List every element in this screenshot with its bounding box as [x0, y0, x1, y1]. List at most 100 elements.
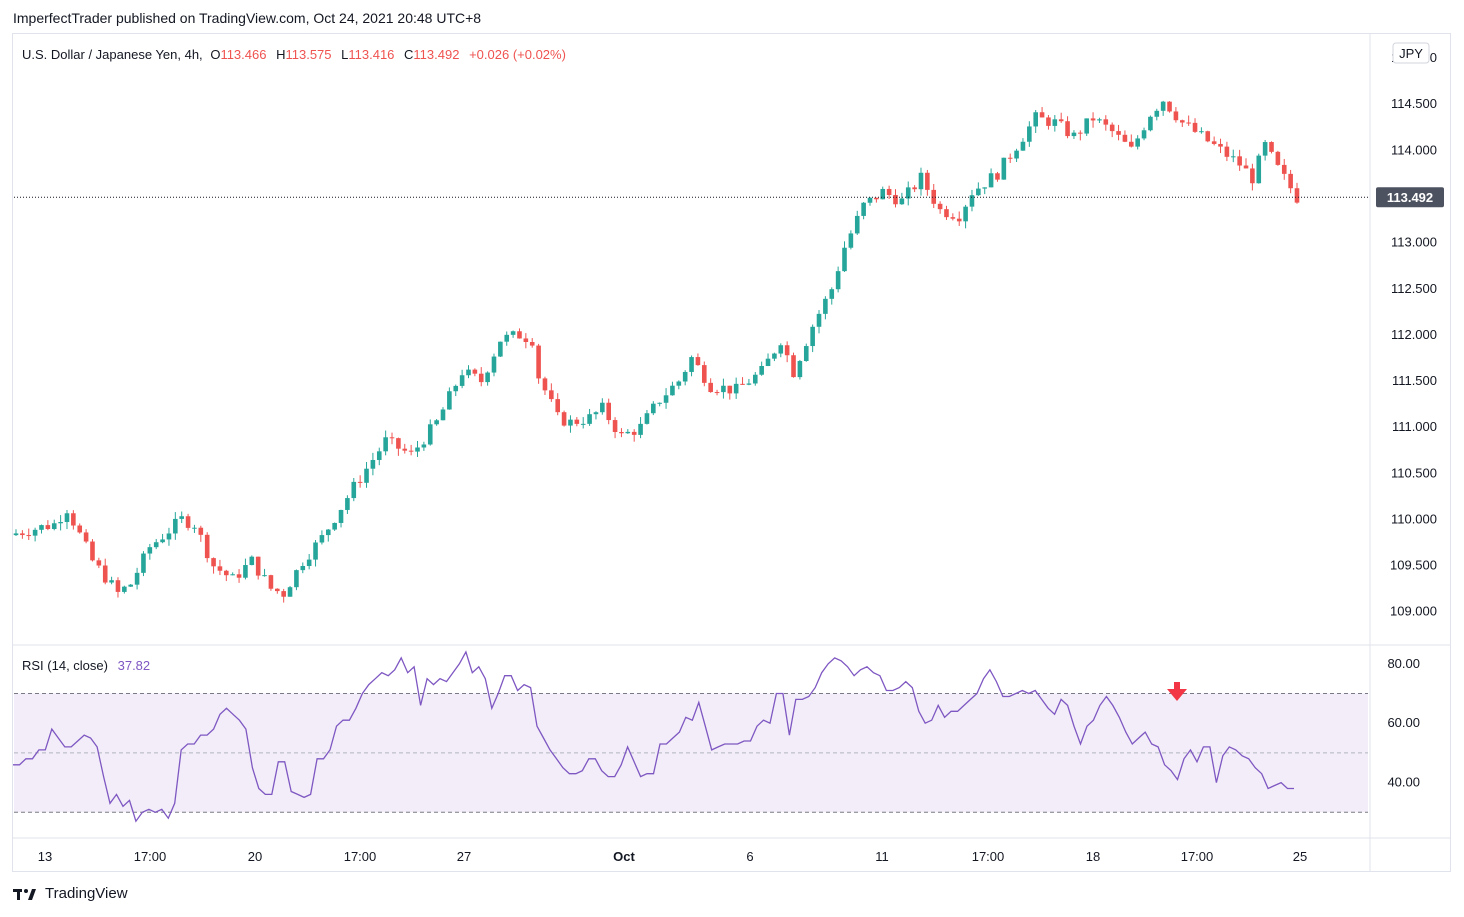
candle-body: [402, 448, 408, 451]
candle-body: [1237, 156, 1242, 166]
candle-body: [1179, 120, 1185, 123]
candle-body: [147, 547, 153, 554]
candle-body: [842, 247, 847, 272]
candle-body: [886, 188, 892, 195]
svg-text:113.492: 113.492: [1387, 190, 1433, 205]
candle-body: [249, 556, 255, 566]
candle-body: [1097, 119, 1102, 121]
currency-badge[interactable]: JPY: [1392, 42, 1430, 64]
candle-body: [708, 382, 713, 393]
candle-body: [912, 187, 917, 190]
rsi-label: RSI (14, close): [22, 658, 108, 673]
candle-body: [45, 525, 51, 530]
footer-brand[interactable]: TradingView: [13, 885, 128, 902]
candle-body: [899, 198, 905, 205]
candle-body: [549, 390, 554, 400]
candle-body: [1154, 110, 1160, 117]
candle-body: [179, 516, 185, 519]
price-tick-label: 109.500: [1390, 558, 1437, 573]
candle-body: [1090, 118, 1096, 121]
candle-body: [415, 447, 420, 452]
candle-body: [625, 431, 631, 434]
candle-body: [657, 402, 662, 404]
candle-body: [670, 385, 675, 396]
candle-body: [96, 560, 102, 566]
candle-body: [600, 402, 605, 413]
time-tick-label: 20: [248, 849, 262, 864]
candle-body: [848, 233, 854, 248]
price-tick-label: 110.500: [1391, 465, 1437, 480]
candle-body: [982, 187, 988, 189]
price-tick-label: 110.000: [1391, 511, 1437, 526]
candle-body: [1103, 119, 1109, 125]
candle-body: [835, 271, 841, 290]
candle-body: [274, 588, 280, 592]
candle-body: [58, 522, 63, 524]
candle-body: [20, 533, 25, 536]
tradingview-logo-icon: [13, 888, 36, 900]
candle-body: [1173, 111, 1179, 121]
candle-body: [1058, 119, 1064, 122]
symbol-legend: U.S. Dollar / Japanese Yen, 4h, O113.466…: [22, 47, 566, 62]
candle-body: [351, 481, 357, 499]
candle-body: [905, 187, 911, 199]
candle-body: [714, 392, 720, 394]
time-axis: 13 17:00 20 17:00 27 Oct 6 11 17:00 18 17:00 25: [38, 849, 1307, 864]
candle-body: [517, 331, 522, 339]
candle-body: [1211, 141, 1217, 144]
candle-body: [778, 345, 784, 354]
time-tick-label: 17:00: [1181, 849, 1214, 864]
candle-body: [268, 575, 274, 589]
candle-body: [523, 338, 529, 343]
candle-body: [854, 215, 860, 234]
candle-body: [816, 313, 822, 327]
price-tick-label: 111.000: [1392, 419, 1437, 434]
candle-body: [682, 371, 688, 382]
candle-body: [1109, 124, 1115, 132]
candle-body: [701, 365, 707, 383]
candle-body: [64, 513, 70, 523]
candle-body: [740, 383, 745, 385]
candle-body: [1014, 150, 1019, 159]
candle-body: [204, 534, 210, 559]
candle-body: [1294, 188, 1300, 203]
rsi-axis: 80.00 60.00 40.00: [1387, 656, 1420, 790]
candle-body: [71, 513, 76, 526]
candle-body: [784, 345, 790, 356]
candle-body: [160, 539, 165, 543]
candle-body: [383, 437, 388, 452]
legend-high-label: H: [276, 47, 285, 62]
candle-body: [1243, 165, 1249, 169]
rsi-tick-label: 40.00: [1387, 775, 1420, 790]
candle-body: [810, 326, 815, 347]
candle-body: [587, 414, 592, 424]
price-tick-label: 113.000: [1391, 235, 1437, 250]
time-tick-label: 27: [457, 849, 471, 864]
candle-body: [1128, 141, 1134, 147]
candle-body: [631, 431, 637, 435]
candle-body: [555, 399, 561, 413]
rsi-tick-label: 80.00: [1387, 656, 1420, 671]
legend-symbol: U.S. Dollar / Japanese Yen, 4h,: [22, 47, 203, 62]
candle-body: [230, 574, 235, 576]
candle-body: [1167, 101, 1172, 112]
candle-body: [1205, 131, 1211, 142]
legend-open: 113.466: [220, 47, 266, 62]
candle-body: [13, 533, 19, 536]
last-price-badge: 113.492: [1376, 187, 1444, 208]
price-tick-label: 114.500: [1391, 96, 1437, 111]
candle-body: [192, 527, 197, 529]
candle-body: [1160, 101, 1166, 111]
candle-body: [969, 195, 975, 207]
candle-body: [1288, 173, 1293, 189]
candle-body: [1148, 116, 1153, 131]
time-tick-label: 6: [746, 849, 753, 864]
candle-body: [153, 542, 159, 548]
candle-body: [313, 542, 318, 560]
time-tick-label: 18: [1086, 849, 1100, 864]
candle-body: [752, 374, 758, 384]
chart-frame: [12, 33, 1451, 872]
candle-body: [950, 217, 956, 219]
candle-body: [211, 558, 216, 567]
